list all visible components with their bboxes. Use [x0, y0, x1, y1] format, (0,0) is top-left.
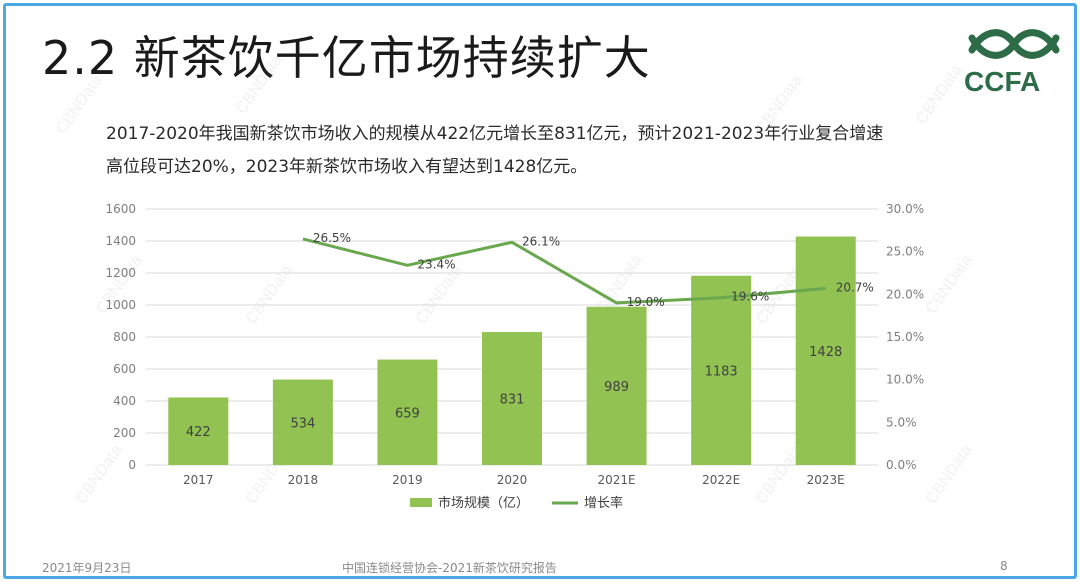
line-value-label: 19.0%	[627, 295, 665, 309]
bar-value-label: 989	[604, 380, 629, 395]
y-left-tick-label: 1000	[105, 298, 136, 312]
y-left-tick-label: 0	[128, 458, 136, 472]
y-right-tick-label: 10.0%	[886, 373, 924, 387]
y-left-tick-label: 1400	[105, 234, 136, 248]
legend-bar-label: 市场规模（亿）	[438, 495, 529, 511]
line-value-label: 26.5%	[313, 231, 351, 245]
bar	[168, 397, 229, 465]
bar	[691, 275, 752, 465]
y-left-tick-label: 1200	[105, 266, 136, 280]
line-value-label: 19.6%	[731, 290, 769, 304]
x-tick-label: 2021E	[598, 473, 636, 487]
footer-source: 中国连锁经营协会-2021新茶饮研究报告	[342, 561, 557, 575]
y-left-tick-label: 200	[113, 426, 136, 440]
bar	[586, 306, 647, 465]
bar-value-label: 1428	[809, 345, 842, 360]
slide-description: 2017-2020年我国新茶饮市场收入的规模从422亿元增长至831亿元，预计2…	[106, 118, 966, 184]
bar-value-label: 659	[395, 406, 420, 421]
y-right-tick-label: 15.0%	[886, 330, 924, 344]
market-size-chart: 0 200 400 600 800 1000 1200 1400 1600 0.0% 5.0% 10.…	[105, 202, 924, 511]
bar-value-label: 534	[290, 416, 315, 431]
growth-rate-line	[302, 237, 826, 305]
slide-title: 2.2 新茶饮千亿市场持续扩大	[42, 31, 651, 85]
y-left-tick-label: 800	[113, 330, 136, 344]
line-value-label: 26.1%	[522, 234, 560, 248]
slide-frame: 2.2 新茶饮千亿市场持续扩大 CCFA 2017-2020年我国新茶饮市场收入…	[3, 3, 1077, 579]
ccfa-logo: CCFA	[964, 18, 1064, 98]
x-tick-label: 2022E	[702, 473, 740, 487]
logo-text: CCFA	[964, 66, 1041, 97]
y-right-tick-label: 25.0%	[886, 245, 924, 259]
bar	[272, 379, 333, 465]
x-tick-label: 2018	[288, 473, 319, 487]
y-left-tick-label: 400	[113, 394, 136, 408]
y-right-tick-label: 20.0%	[886, 287, 924, 301]
legend-line-label: 增长率	[584, 495, 623, 511]
footer-page-number: 8	[1000, 559, 1008, 573]
bar-value-label: 422	[186, 425, 211, 440]
x-tick-label: 2017	[183, 473, 214, 487]
bar-value-label: 831	[500, 393, 525, 408]
bar	[482, 332, 542, 465]
bar	[377, 359, 438, 465]
logo-emblem-icon	[968, 29, 1060, 59]
x-tick-label: 2023E	[807, 473, 845, 487]
y-left-tick-label: 1600	[105, 202, 136, 216]
description-line: 2017-2020年我国新茶饮市场收入的规模从422亿元增长至831亿元，预计2…	[106, 124, 884, 144]
footer-date: 2021年9月23日	[42, 561, 132, 575]
y-right-tick-label: 0.0%	[886, 458, 917, 472]
description-line: 高位段可达20%，2023年新茶饮市场收入有望达到1428亿元。	[106, 157, 588, 177]
line-value-label: 23.4%	[417, 257, 455, 271]
x-tick-label: 2019	[392, 473, 423, 487]
bar-value-label: 1183	[705, 364, 738, 379]
y-left-tick-label: 600	[113, 362, 136, 376]
bar	[795, 236, 856, 465]
legend-bar-swatch	[410, 498, 432, 507]
x-tick-label: 2020	[497, 473, 528, 487]
y-right-tick-label: 5.0%	[886, 415, 917, 429]
line-value-label: 20.7%	[836, 280, 874, 294]
y-right-tick-label: 30.0%	[886, 202, 924, 216]
